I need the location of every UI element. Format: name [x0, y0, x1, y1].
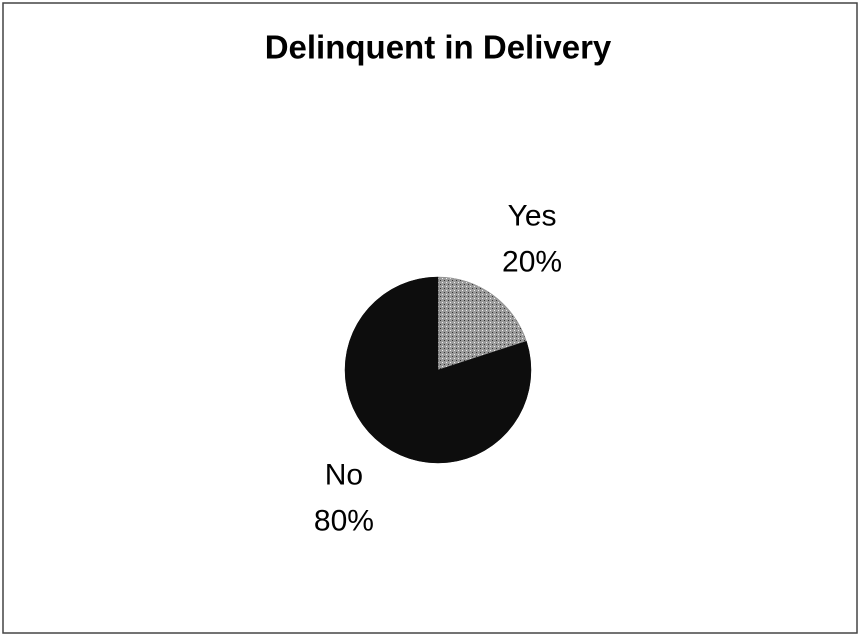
slice-label: No	[325, 458, 363, 491]
pie-slice	[344, 276, 532, 464]
slice-value-label: 80%	[314, 504, 374, 537]
slice-value-label: 20%	[502, 245, 562, 278]
pie-slice	[437, 276, 527, 371]
slice-label: Yes	[508, 199, 557, 232]
chart-title: Delinquent in Delivery	[265, 29, 612, 66]
